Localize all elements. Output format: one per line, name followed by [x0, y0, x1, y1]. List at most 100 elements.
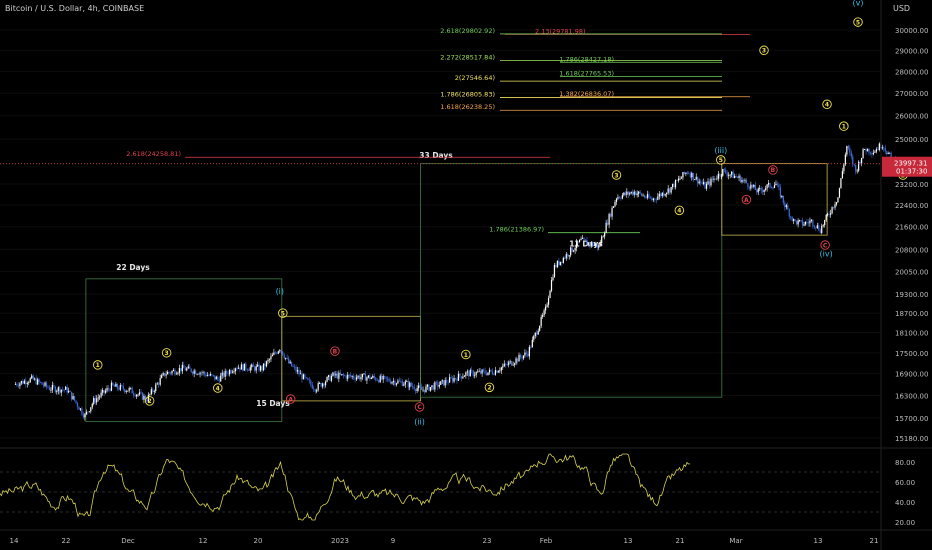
wave-circle: [674, 205, 685, 216]
candle: [319, 383, 321, 384]
fib-label: 1.786(28427.18): [559, 55, 614, 63]
candle: [825, 214, 827, 221]
candle: [291, 361, 293, 367]
candle: [617, 197, 619, 199]
candle: [778, 184, 780, 188]
candle: [840, 178, 842, 189]
candle: [796, 220, 798, 225]
candle: [602, 236, 604, 238]
candle: [34, 378, 36, 380]
price-tick-label: 26000.00: [895, 113, 928, 121]
candle: [242, 364, 244, 371]
candle: [200, 372, 203, 374]
time-box: [85, 278, 283, 423]
candle: [224, 370, 226, 377]
wave-circle: [839, 121, 849, 131]
candle: [428, 384, 430, 391]
candle: [130, 387, 132, 389]
price-tick-label: 21600.00: [895, 224, 928, 232]
candle: [419, 385, 421, 388]
candle: [440, 381, 442, 385]
candle: [50, 389, 52, 391]
candle: [813, 225, 815, 228]
candle: [596, 244, 598, 248]
candle: [183, 364, 185, 369]
candle: [172, 369, 175, 372]
candle: [739, 175, 742, 183]
wave-label: A: [744, 197, 749, 204]
candle: [97, 397, 99, 399]
candle: [199, 372, 201, 375]
candle: [407, 381, 409, 388]
candle: [42, 384, 45, 386]
candle: [589, 242, 591, 246]
candle: [766, 184, 768, 189]
candle: [583, 237, 585, 240]
candle: [169, 372, 172, 374]
candle: [81, 408, 83, 415]
candle: [190, 368, 192, 373]
candle: [192, 372, 194, 374]
candle: [435, 382, 437, 384]
candle: [751, 184, 753, 187]
candle: [660, 193, 662, 196]
candle: [248, 370, 250, 371]
candle: [707, 181, 709, 184]
candle: [590, 242, 592, 246]
candle: [121, 385, 123, 386]
candle: [310, 380, 312, 385]
candle: [254, 366, 256, 371]
candle: [239, 367, 241, 370]
candle: [816, 225, 818, 229]
candle: [747, 183, 749, 188]
candle: [524, 352, 526, 356]
candle: [516, 358, 519, 362]
chart-title: Bitcoin / U.S. Dollar, 4h, COINBASE: [5, 4, 145, 13]
candle: [745, 179, 748, 184]
candle: [595, 244, 597, 246]
wave-circle: [213, 383, 223, 393]
candle: [515, 358, 517, 364]
time-tick-label: 21: [870, 537, 879, 545]
candle: [686, 172, 688, 174]
candle: [311, 384, 313, 389]
price-tick-label: 16900.00: [895, 371, 928, 379]
wave-circle: [285, 394, 296, 404]
candle: [376, 380, 378, 382]
candle: [723, 169, 725, 170]
candle: [28, 382, 30, 384]
candle: [124, 389, 126, 392]
candle: [72, 396, 74, 400]
candle: [165, 374, 167, 376]
candle: [670, 187, 672, 193]
candle: [669, 188, 671, 193]
candle: [202, 371, 204, 373]
candle: [487, 372, 489, 375]
candle: [716, 178, 718, 180]
candle: [711, 178, 714, 180]
candle: [801, 220, 804, 226]
candle: [159, 378, 161, 385]
currency-label: USD: [893, 4, 911, 13]
candle: [754, 184, 756, 191]
candle: [360, 377, 362, 380]
candle: [37, 379, 39, 385]
candle: [790, 216, 792, 218]
candle: [386, 378, 389, 380]
candle: [94, 397, 96, 403]
candle: [807, 222, 810, 224]
candle: [313, 388, 315, 390]
candle: [412, 385, 414, 387]
candle: [818, 225, 820, 231]
candle: [623, 192, 625, 196]
candle: [571, 247, 573, 252]
candle: [206, 375, 209, 377]
candle: [804, 221, 807, 225]
candle: [626, 191, 628, 195]
candle: [91, 403, 93, 408]
candle: [573, 250, 575, 252]
time-tick-label: 9: [391, 537, 395, 545]
candle: [379, 375, 381, 383]
time-axis: 14 22 Dec 12 20 2023 9 23 Feb 13 21 Mar 13 21: [0, 529, 932, 545]
